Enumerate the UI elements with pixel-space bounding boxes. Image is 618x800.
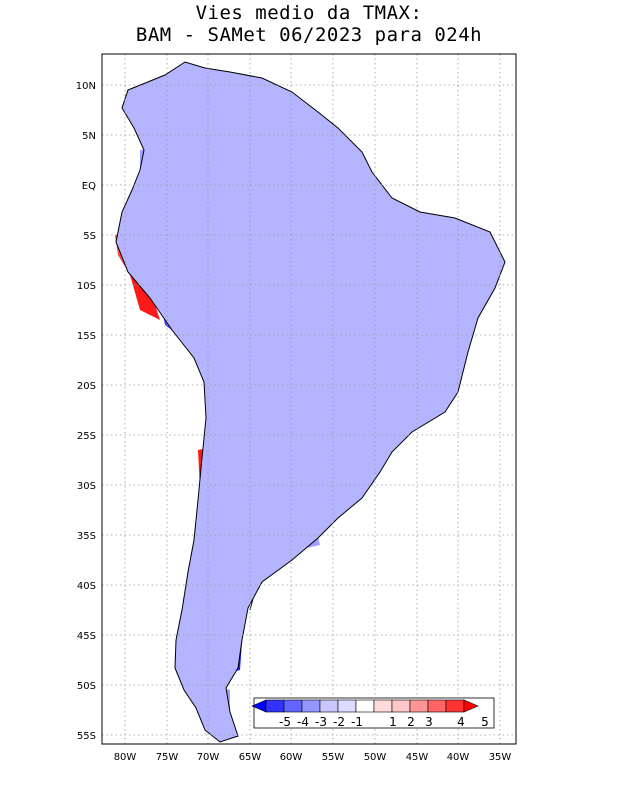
colorbar-label: -1 xyxy=(351,715,363,729)
colorbar-swatch xyxy=(373,699,393,713)
colorbar-swatch xyxy=(427,699,447,713)
lat-label: 30S xyxy=(77,481,96,492)
colorbar-swatch xyxy=(337,699,357,713)
bias-patch xyxy=(130,275,160,320)
lat-label: 20S xyxy=(77,381,96,392)
colorbar-label: -3 xyxy=(315,715,327,729)
colorbar-swatch xyxy=(355,699,375,713)
lat-label: 45S xyxy=(77,631,96,642)
lon-label: 45W xyxy=(406,752,429,763)
lon-label: 65W xyxy=(239,752,262,763)
lon-label: 60W xyxy=(280,752,303,763)
colorbar-label: -2 xyxy=(333,715,345,729)
colorbar-label: -5 xyxy=(279,715,291,729)
lon-label: 40W xyxy=(447,752,470,763)
lat-label: 10S xyxy=(77,281,96,292)
colorbar-label: 5 xyxy=(481,715,489,729)
lat-label: 40S xyxy=(77,581,96,592)
lat-label: 25S xyxy=(77,431,96,442)
lat-label: EQ xyxy=(82,181,96,192)
lon-label: 75W xyxy=(156,752,179,763)
colorbar-swatch xyxy=(265,699,285,713)
lat-label: 10N xyxy=(76,81,96,92)
colorbar-label: 2 xyxy=(407,715,415,729)
lon-label: 35W xyxy=(489,752,512,763)
colorbar-swatch xyxy=(301,699,321,713)
lon-label: 50W xyxy=(364,752,387,763)
lon-label: 80W xyxy=(114,752,137,763)
colorbar-label: 4 xyxy=(457,715,465,729)
colorbar-swatch xyxy=(283,699,303,713)
latitude-axis: 10N 5N EQ 5S 10S 15S 20S 25S 30S 35S 40S… xyxy=(76,81,96,742)
lat-label: 5N xyxy=(82,131,96,142)
map-title-line1: Vies medio da TMAX: xyxy=(195,2,423,24)
colorbar-swatch xyxy=(409,699,429,713)
colorbar-swatch xyxy=(319,699,339,713)
lat-label: 50S xyxy=(77,681,96,692)
map-title-line2: BAM - SAMet 06/2023 para 024h xyxy=(135,24,483,46)
map-frame xyxy=(101,53,517,745)
lat-label: 5S xyxy=(83,231,96,242)
colorbar-label: -4 xyxy=(297,715,309,729)
colorbar-label: 1 xyxy=(389,715,397,729)
longitude-axis: 80W 75W 70W 65W 60W 55W 50W 45W 40W 35W xyxy=(114,752,512,763)
lon-label: 55W xyxy=(322,752,345,763)
colorbar-swatch xyxy=(391,699,411,713)
colorbar-legend: -5 -4 -3 -2 -1 1 2 3 4 5 xyxy=(251,697,495,729)
lat-label: 15S xyxy=(77,331,96,342)
lon-label: 70W xyxy=(197,752,220,763)
colorbar-arrow-right xyxy=(463,699,479,713)
colorbar-swatch xyxy=(445,699,465,713)
lat-label: 35S xyxy=(77,531,96,542)
lat-label: 55S xyxy=(77,731,96,742)
colorbar-label: 3 xyxy=(425,715,433,729)
lat-lon-grid xyxy=(102,54,516,744)
